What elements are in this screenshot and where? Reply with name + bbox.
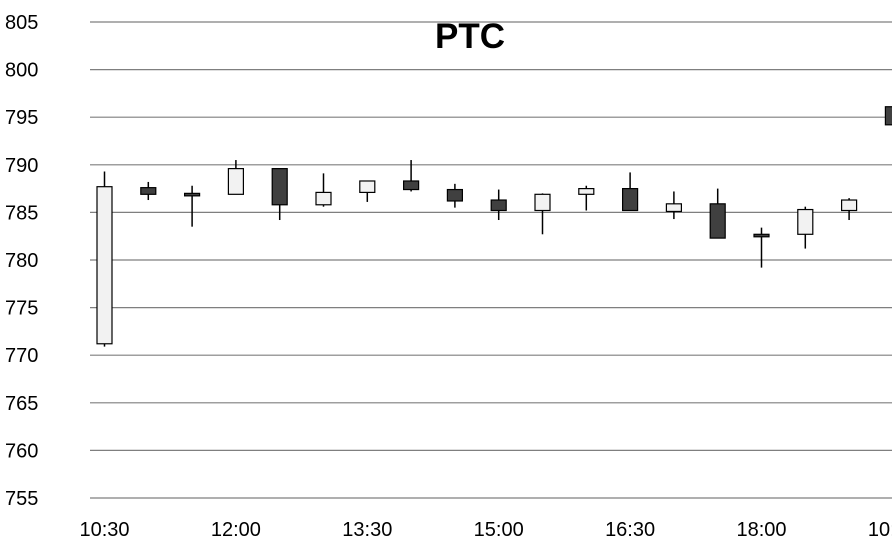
candle [490, 189, 507, 221]
y-tick-label: 765 [5, 393, 38, 415]
candle-body-down [621, 188, 639, 212]
x-axis-labels: 10:30 12:00 13:30 15:00 16:30 18:00 10:30 [79, 519, 892, 541]
y-tick-label: 795 [5, 107, 38, 129]
candle [534, 193, 551, 235]
candle-body-up [840, 199, 858, 212]
candle-body-up [96, 186, 113, 345]
candle [315, 173, 332, 207]
candle-body-up [315, 191, 332, 206]
y-tick-label: 800 [5, 60, 38, 82]
candle-body-down [446, 188, 463, 202]
candle [797, 206, 814, 249]
y-tick-label: 805 [5, 12, 38, 34]
y-axis-labels: 805 800 795 790 785 780 775 770 765 760 755 [5, 12, 38, 510]
candle-body-up [359, 180, 376, 194]
chart-title: PTC [435, 17, 505, 56]
candle-body-down [184, 192, 201, 197]
candle [709, 188, 726, 239]
x-tick-label: 16:30 [605, 519, 655, 541]
candle-body-down [490, 199, 507, 212]
candle-body-down [709, 203, 726, 239]
grid-layer [90, 21, 892, 499]
candle [403, 160, 420, 192]
candle [140, 181, 157, 201]
candle-body-up [227, 168, 244, 195]
candle [184, 185, 201, 227]
candle-body-up [665, 203, 683, 213]
y-tick-label: 755 [5, 488, 38, 510]
y-tick-label: 790 [5, 155, 38, 177]
x-tick-label: 15:00 [474, 519, 524, 541]
candle [578, 185, 595, 211]
candle [884, 106, 892, 126]
candle [753, 227, 770, 268]
x-tick-label: 12:00 [211, 519, 261, 541]
y-tick-label: 785 [5, 202, 38, 224]
candle-body-up [578, 188, 595, 195]
candle-body-up [534, 193, 551, 212]
candle-body-down [140, 187, 157, 195]
candle-body-up [797, 208, 814, 235]
x-tick-label: 10:30 [79, 519, 129, 541]
candle-body-down [753, 233, 770, 238]
x-tick-label: 10:30 [868, 519, 892, 541]
candle-body-down [403, 180, 420, 191]
candle-body-down [271, 168, 288, 206]
y-tick-label: 775 [5, 298, 38, 320]
y-tick-label: 780 [5, 250, 38, 272]
candle [96, 171, 113, 347]
x-tick-label: 18:00 [736, 519, 786, 541]
candle [227, 160, 244, 195]
y-tick-label: 760 [5, 440, 38, 462]
candle-body-down [884, 106, 892, 126]
candle [665, 191, 683, 220]
candle [359, 180, 376, 202]
candle [840, 198, 858, 221]
y-tick-label: 770 [5, 345, 38, 367]
candles-layer [96, 106, 892, 347]
candle [446, 183, 463, 208]
candle [621, 172, 639, 212]
candle [271, 168, 288, 221]
x-tick-label: 13:30 [342, 519, 392, 541]
